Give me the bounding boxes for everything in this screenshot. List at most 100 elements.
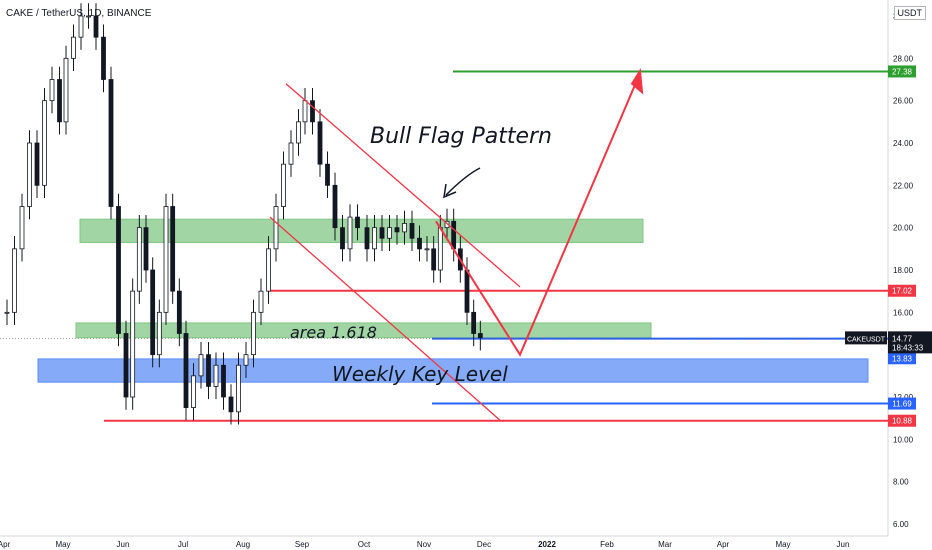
candle-up	[281, 163, 286, 207]
x-tick-label: Apr	[0, 540, 11, 549]
candle-up	[191, 375, 196, 408]
candle-up	[302, 100, 308, 123]
candle-up	[402, 223, 407, 233]
candle-down	[93, 15, 99, 38]
candle-down	[101, 36, 106, 80]
candle-down	[325, 163, 330, 186]
candle-up	[347, 216, 353, 250]
last-price-countdown: 18:43:33	[892, 343, 924, 352]
candle-up	[136, 227, 142, 292]
x-tick-label: May	[55, 540, 70, 549]
x-tick-label: Jun	[837, 540, 850, 549]
level-price-tag	[888, 414, 916, 427]
y-tick-label: 28.00	[893, 54, 914, 63]
candle-up	[198, 354, 204, 377]
channel-lower-line	[269, 216, 501, 421]
x-tick-label: Jul	[178, 540, 188, 549]
y-tick-label: 10.00	[893, 435, 914, 444]
last-price-value: 14.77	[892, 334, 913, 343]
x-tick-label: Mar	[658, 540, 672, 549]
level-price-label: 13.83	[892, 354, 913, 363]
level-price-tag	[888, 65, 916, 78]
x-tick-label: Nov	[417, 540, 431, 549]
candle-up	[372, 227, 377, 250]
candle-up	[4, 311, 10, 314]
candle-up	[49, 79, 55, 102]
level-price-tag	[888, 352, 916, 365]
candle-down	[221, 364, 226, 398]
candle-up	[266, 248, 271, 292]
level-price-label: 17.02	[892, 287, 913, 296]
candle-down	[364, 227, 370, 250]
candle-up	[19, 206, 25, 250]
y-tick-label: 8.00	[893, 478, 909, 487]
candle-down	[150, 269, 156, 356]
x-tick-label: Dec	[477, 540, 491, 549]
candle-up	[27, 142, 32, 207]
candle-down	[355, 216, 360, 229]
projection-arrowhead	[630, 68, 644, 95]
level-price-tag	[888, 284, 916, 297]
candle-down	[228, 396, 234, 413]
candle-up	[236, 364, 241, 413]
y-tick-label: 20.00	[893, 224, 914, 233]
symbol-tag-label: CAKEUSDT	[847, 336, 886, 343]
projection-path	[435, 72, 641, 357]
candle-up	[63, 57, 69, 123]
x-tick-label: Apr	[717, 540, 730, 549]
pattern-annotation: Bull Flag Pattern	[370, 124, 552, 149]
candle-up	[437, 227, 443, 271]
candle-down	[123, 333, 129, 398]
candle-down	[417, 237, 422, 250]
candle-down	[183, 333, 189, 408]
candle-down	[206, 354, 211, 387]
x-tick-label: Feb	[600, 540, 614, 549]
x-tick-label: Aug	[236, 540, 250, 549]
currency-unit-badge[interactable]: USDT	[893, 6, 926, 20]
level-price-tag	[888, 397, 916, 410]
candle-down	[451, 220, 457, 250]
candle-up	[156, 311, 162, 356]
candle-down	[176, 290, 182, 334]
price-axis-panel	[888, 0, 932, 550]
candle-up	[251, 311, 256, 356]
symbol-title: CAKE / TetherUS, 1D, BINANCE	[6, 8, 152, 19]
candle-up	[78, 15, 84, 38]
candle-down	[170, 206, 176, 292]
candle-down	[317, 121, 323, 165]
candle-up	[130, 290, 136, 398]
zone-label: Weekly Key Level	[332, 362, 508, 386]
y-tick-label: 22.00	[893, 181, 914, 190]
candle-down	[57, 79, 62, 123]
last-price-tag	[888, 331, 932, 354]
candle-down	[143, 227, 149, 271]
candle-up	[387, 227, 392, 239]
y-tick-label: 6.00	[893, 520, 909, 529]
candle-up	[288, 142, 294, 165]
symbol-tag-bg	[845, 331, 887, 345]
candle-up	[213, 364, 219, 387]
candle-up	[258, 290, 264, 313]
x-tick-label: Sep	[295, 540, 310, 549]
zone-rect	[79, 218, 644, 243]
y-tick-label: 18.00	[893, 266, 914, 275]
candle-up	[12, 248, 17, 313]
y-tick-label: 16.00	[893, 308, 914, 317]
candle-up	[296, 121, 301, 144]
candle-up	[86, 15, 91, 18]
candle-down	[464, 269, 470, 313]
candle-up	[273, 206, 279, 250]
level-price-label: 27.38	[892, 67, 913, 76]
candle-up	[243, 354, 249, 366]
y-tick-label: 12.00	[893, 393, 914, 402]
x-tick-label: Jun	[117, 540, 130, 549]
candle-down	[431, 248, 437, 271]
level-price-label: 11.69	[892, 400, 912, 409]
channel-upper-line	[285, 83, 521, 288]
candle-up	[163, 206, 169, 313]
candle-down	[409, 223, 415, 239]
candle-down	[394, 227, 400, 233]
zone-label: area 1.618	[290, 323, 377, 342]
candle-down	[332, 184, 338, 229]
